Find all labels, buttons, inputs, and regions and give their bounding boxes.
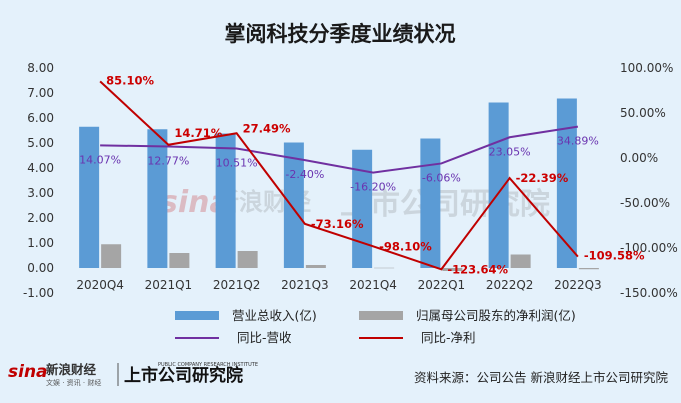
bar-revenue [556,98,577,268]
legend-label-net-profit-yoy: 同比-净利 [421,330,476,345]
legend: 营业总收入(亿) 归属母公司股东的净利润(亿) 同比-营收 同比-净利 [175,308,576,345]
data-label-net-profit-yoy: -109.58% [584,249,645,263]
data-label-revenue-yoy: 12.77% [147,155,189,168]
data-label-revenue-yoy: -16.20% [350,181,396,194]
right-axis-tick-label: 50.00% [620,106,666,120]
footer: sina 新浪财经 文娱 · 资讯 · 财经 上市公司研究院 PUBLIC CO… [8,362,668,387]
right-axis-tick-label: -100.00% [620,241,678,255]
x-axis-tick-label: 2021Q2 [213,278,261,292]
left-axis-tick-label: 1.00 [27,236,54,250]
legend-label-revenue: 营业总收入(亿) [232,308,317,323]
data-label-net-profit-yoy: 27.49% [243,121,291,135]
lines [99,80,579,271]
left-axis: -1.00 0.00 1.00 2.00 3.00 4.00 5.00 6.00 7.00 8.0… [23,61,54,300]
bar-revenue [79,126,100,268]
bar-revenue [147,129,168,268]
sina-finance-name: 新浪财经 [46,362,97,377]
bar-net-profit [442,268,463,271]
source-note: 资料来源：公司公告 新浪财经上市公司研究院 [414,370,668,385]
left-axis-tick-label: 8.00 [27,61,54,75]
data-label-net-profit-yoy: -98.10% [379,239,432,253]
bar-revenue [215,133,236,268]
left-axis-tick-label: 6.00 [27,111,54,125]
sina-finance-sub: 文娱 · 资讯 · 财经 [46,378,101,387]
x-axis-tick-label: 2022Q1 [418,278,466,292]
data-label-net-profit-yoy: -22.39% [516,171,569,185]
bar-revenue [283,142,304,268]
left-axis-tick-label: 2.00 [27,211,54,225]
right-axis-tick-label: 0.00% [620,151,658,165]
bar-net-profit [578,268,599,270]
right-axis: -150.00% -100.00% -50.00% 0.00% 50.00% 100.00… [620,61,678,300]
data-label-revenue-yoy: -2.40% [285,168,324,181]
left-axis-tick-label: -1.00 [23,286,54,300]
x-axis-tick-label: 2022Q2 [486,278,534,292]
bar-revenue [352,149,373,268]
watermark-institute-name: 上市公司研究院 [340,187,550,222]
data-label-revenue-yoy: -6.06% [422,171,461,184]
bar-net-profit [510,254,531,268]
left-axis-tick-label: 0.00 [27,261,54,275]
data-label-revenue-yoy: 23.05% [489,145,531,158]
bars [79,98,599,271]
x-axis-tick-label: 2022Q3 [554,278,602,292]
institute-name: 上市公司研究院 [124,365,243,386]
legend-swatch-net-profit [359,311,403,320]
institute-sub: PUBLIC COMPANY RESEARCH INSTITUTE [158,362,258,368]
legend-label-net-profit: 归属母公司股东的净利润(亿) [416,308,576,323]
data-label-net-profit-yoy: 85.10% [106,73,154,87]
left-axis-tick-label: 7.00 [27,86,54,100]
x-axis-tick-label: 2021Q4 [349,278,397,292]
bar-net-profit [169,253,190,268]
data-label-net-profit-yoy: -73.16% [311,217,364,231]
bar-net-profit [305,265,326,268]
legend-swatch-revenue [175,311,219,320]
bar-revenue [420,138,441,268]
x-axis-tick-label: 2020Q4 [76,278,124,292]
left-axis-tick-label: 3.00 [27,186,54,200]
x-axis-tick-label: 2021Q1 [145,278,193,292]
line-net-profit-yoy [99,80,579,271]
data-label-net-profit-yoy: 14.71% [174,126,222,140]
right-axis-tick-label: -50.00% [620,196,670,210]
x-axis-tick-label: 2021Q3 [281,278,329,292]
legend-label-revenue-yoy: 同比-营收 [237,330,292,345]
sina-logo: sina [8,362,48,382]
bar-revenue [488,102,509,268]
chart-title: 掌阅科技分季度业绩状况 [225,22,456,46]
data-label-revenue-yoy: 34.89% [557,135,599,148]
bar-net-profit [374,267,395,269]
data-labels: 14.07% 12.77% 10.51% -2.40% -16.20% -6.06% 23.… [79,73,645,276]
left-axis-tick-label: 5.00 [27,136,54,150]
data-label-revenue-yoy: 10.51% [216,157,258,170]
x-axis-labels: 2020Q4 2021Q1 2021Q2 2021Q3 2021Q4 2022Q1 2022… [76,278,601,292]
right-axis-tick-label: 100.00% [620,61,673,75]
left-axis-tick-label: 4.00 [27,161,54,175]
right-axis-tick-label: -150.00% [620,286,678,300]
bar-net-profit [101,244,122,268]
bar-net-profit [237,251,258,268]
data-label-revenue-yoy: 14.07% [79,153,121,166]
line-revenue-yoy [100,125,579,174]
data-label-net-profit-yoy: -123.64% [447,262,508,276]
